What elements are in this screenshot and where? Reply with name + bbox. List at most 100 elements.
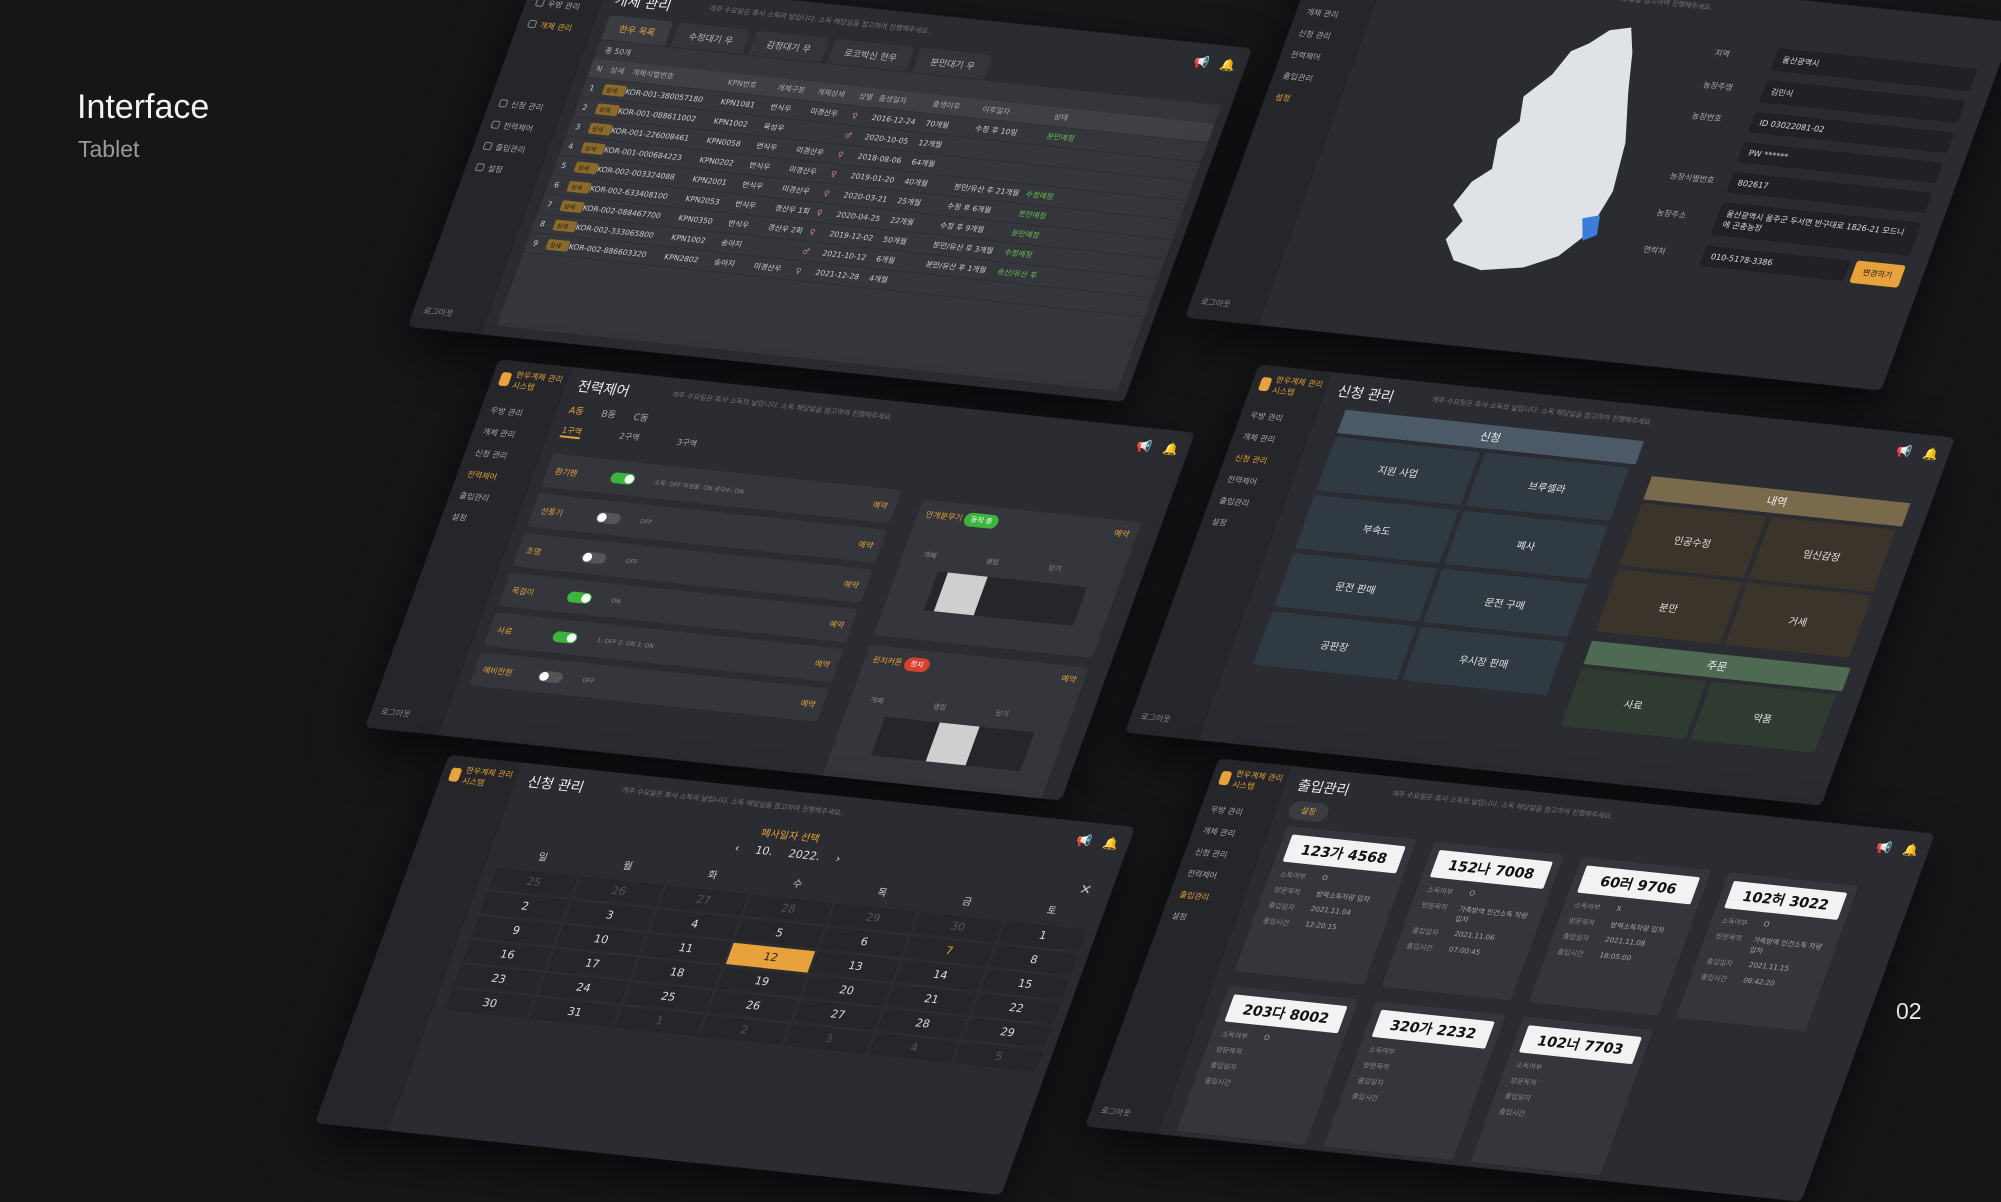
info-value: O: [1262, 1033, 1271, 1043]
tab-zone-1[interactable]: 1구역: [559, 424, 584, 440]
cattle-table: 총 50개 N 상세 개체식별번호 KPN번호 개체구분 개체상세 상별 출생일자 출생이후 이후…: [496, 40, 1222, 392]
calendar-day[interactable]: 5: [953, 1042, 1044, 1072]
tab-building-b[interactable]: B동: [599, 409, 618, 421]
info-value: X: [1615, 904, 1623, 914]
calendar-day[interactable]: 4: [868, 1033, 959, 1064]
apply-item-button[interactable]: 폐사: [1444, 510, 1609, 580]
logout-button[interactable]: 로그아웃: [1139, 712, 1172, 724]
control-name: 환기팬: [553, 466, 579, 478]
order-item-button[interactable]: 사료: [1560, 667, 1707, 740]
apply-item-button[interactable]: 우시장 판매: [1402, 626, 1566, 696]
info-label: 소독여부: [1367, 1045, 1397, 1057]
apply-item-button[interactable]: 문전 판매: [1274, 553, 1438, 622]
curtain-slider-track[interactable]: [871, 716, 1035, 772]
info-label: 소독여부: [1278, 870, 1308, 881]
reserve-button[interactable]: 예약: [799, 698, 817, 709]
curtain-slider-handle[interactable]: [925, 722, 980, 766]
tab-zone-3[interactable]: 3구역: [675, 437, 699, 449]
history-item-button[interactable]: 분만: [1595, 569, 1743, 645]
table-cell: 64개월: [910, 157, 937, 169]
vehicle-info: 소독여부 O 방문목적 방역소독차량 입차 출입일자 2021.11.04 출입시간 12:2…: [1251, 868, 1401, 938]
reserve-button[interactable]: 예약: [842, 579, 861, 590]
table-cell: 경산우 2회: [766, 222, 805, 236]
logout-button[interactable]: 로그아웃: [422, 306, 455, 319]
toggle-switch[interactable]: [609, 471, 637, 485]
megaphone-icon[interactable]: 📢: [1874, 839, 1895, 855]
column-header: KPN번호: [726, 77, 759, 90]
history-item-button[interactable]: 거세: [1724, 582, 1872, 658]
calendar-day[interactable]: 2: [699, 1015, 789, 1046]
megaphone-icon[interactable]: 📢: [1894, 443, 1915, 459]
settings-chip[interactable]: 설정: [1285, 800, 1332, 823]
table-cell: 2021-12-28: [814, 268, 861, 282]
apply-item-button[interactable]: 부속도: [1295, 494, 1459, 564]
toggle-switch[interactable]: [565, 590, 594, 604]
toggle-switch[interactable]: [580, 550, 608, 565]
calendar-day[interactable]: 1: [614, 1006, 705, 1037]
farm-icon: [534, 0, 546, 7]
toggle-switch[interactable]: [536, 669, 565, 684]
info-label: 소독여부: [1425, 885, 1455, 897]
vehicle-card[interactable]: 320가 2232 소독여부 방문목적 출입일자 출입시간: [1323, 1001, 1506, 1161]
info-label: 출입일자: [1356, 1076, 1385, 1088]
door-slider-track[interactable]: [923, 571, 1088, 626]
apply-item-button[interactable]: 지원 사업: [1316, 436, 1480, 506]
next-month-button[interactable]: ›: [833, 852, 843, 866]
table-cell: 미경산우: [787, 164, 819, 177]
bell-icon[interactable]: 🔔: [1921, 446, 1941, 462]
table-cell: 2019-12-02: [828, 229, 875, 243]
control-options: OFF: [536, 669, 803, 708]
megaphone-icon[interactable]: 📢: [1074, 833, 1095, 849]
change-button[interactable]: 변경하기: [1848, 260, 1906, 288]
table-cell: 송아지: [719, 238, 744, 249]
info-value: [1545, 1096, 1549, 1106]
close-icon[interactable]: ✕: [1076, 881, 1095, 899]
reserve-button[interactable]: 예약: [856, 539, 875, 550]
megaphone-icon[interactable]: 📢: [1191, 54, 1212, 70]
order-item-button[interactable]: 약품: [1690, 681, 1836, 753]
reserve-button[interactable]: 예약: [813, 658, 832, 670]
calendar-day[interactable]: 31: [529, 997, 620, 1028]
table-cell: [961, 167, 1033, 175]
logo: 한우계체 관리 시스템: [1256, 373, 1329, 401]
bell-icon[interactable]: 🔔: [1218, 57, 1239, 73]
house-icon: [1217, 770, 1233, 786]
tab-building-c[interactable]: C동: [631, 412, 650, 425]
toggle-switch[interactable]: [594, 511, 623, 525]
control-name: 선풍기: [539, 506, 565, 518]
info-label: 출입일자: [1267, 901, 1296, 912]
calendar-day[interactable]: 30: [444, 988, 535, 1019]
korea-map: [1445, 27, 1633, 271]
control-state: ON: [610, 597, 622, 605]
logout-button[interactable]: 로그아웃: [1099, 1106, 1132, 1118]
vehicle-card[interactable]: 60러 9706 소독여부 X 방문목적 방역소독차량 입차 출입일자 2021.11.08…: [1528, 856, 1711, 1016]
year-label: 2022.: [786, 847, 823, 864]
bell-icon[interactable]: 🔔: [1901, 842, 1921, 858]
house-icon: [447, 767, 463, 783]
tab-zone-2[interactable]: 2구역: [617, 431, 641, 443]
apply-item-button[interactable]: 공판장: [1252, 611, 1417, 680]
vehicle-card[interactable]: 152나 7008 소독여부 O 방문목적 가축방역 인건소독 차량 입차 출입일자 202…: [1381, 841, 1564, 1001]
tab-building-a[interactable]: A동: [567, 406, 586, 418]
logout-button[interactable]: 로그아웃: [1199, 297, 1232, 309]
bell-icon[interactable]: 🔔: [1161, 441, 1181, 457]
reserve-button[interactable]: 예약: [827, 619, 846, 630]
apply-item-button[interactable]: 문전 구매: [1423, 568, 1587, 638]
apply-item-button[interactable]: 브루셀라: [1465, 452, 1630, 521]
toggle-switch[interactable]: [551, 630, 580, 644]
field-value[interactable]: 010-5178-3386: [1699, 245, 1851, 282]
table-cell: 2020-04-25: [835, 209, 882, 224]
column-header: 출생일자: [877, 93, 909, 106]
prev-month-button[interactable]: ‹: [732, 841, 742, 855]
table-cell: 번식우: [754, 141, 779, 153]
door-slider-handle[interactable]: [933, 572, 988, 616]
calendar-day[interactable]: 3: [784, 1024, 874, 1055]
history-item-button[interactable]: 임신감정: [1748, 516, 1896, 592]
vehicle-card[interactable]: 102허 3022 소독여부 O 방문목적 가축방역 인건소독 차량 입차 출입일자 202…: [1675, 872, 1859, 1032]
history-item-button[interactable]: 인공수정: [1619, 503, 1767, 579]
bell-icon[interactable]: 🔔: [1101, 836, 1121, 852]
reserve-button[interactable]: 예약: [871, 499, 890, 511]
vehicle-card[interactable]: 102너 7703 소독여부 방문목적 출입일자 출입시간: [1470, 1016, 1653, 1176]
megaphone-icon[interactable]: 📢: [1134, 438, 1155, 454]
logout-button[interactable]: 로그아웃: [379, 707, 412, 719]
